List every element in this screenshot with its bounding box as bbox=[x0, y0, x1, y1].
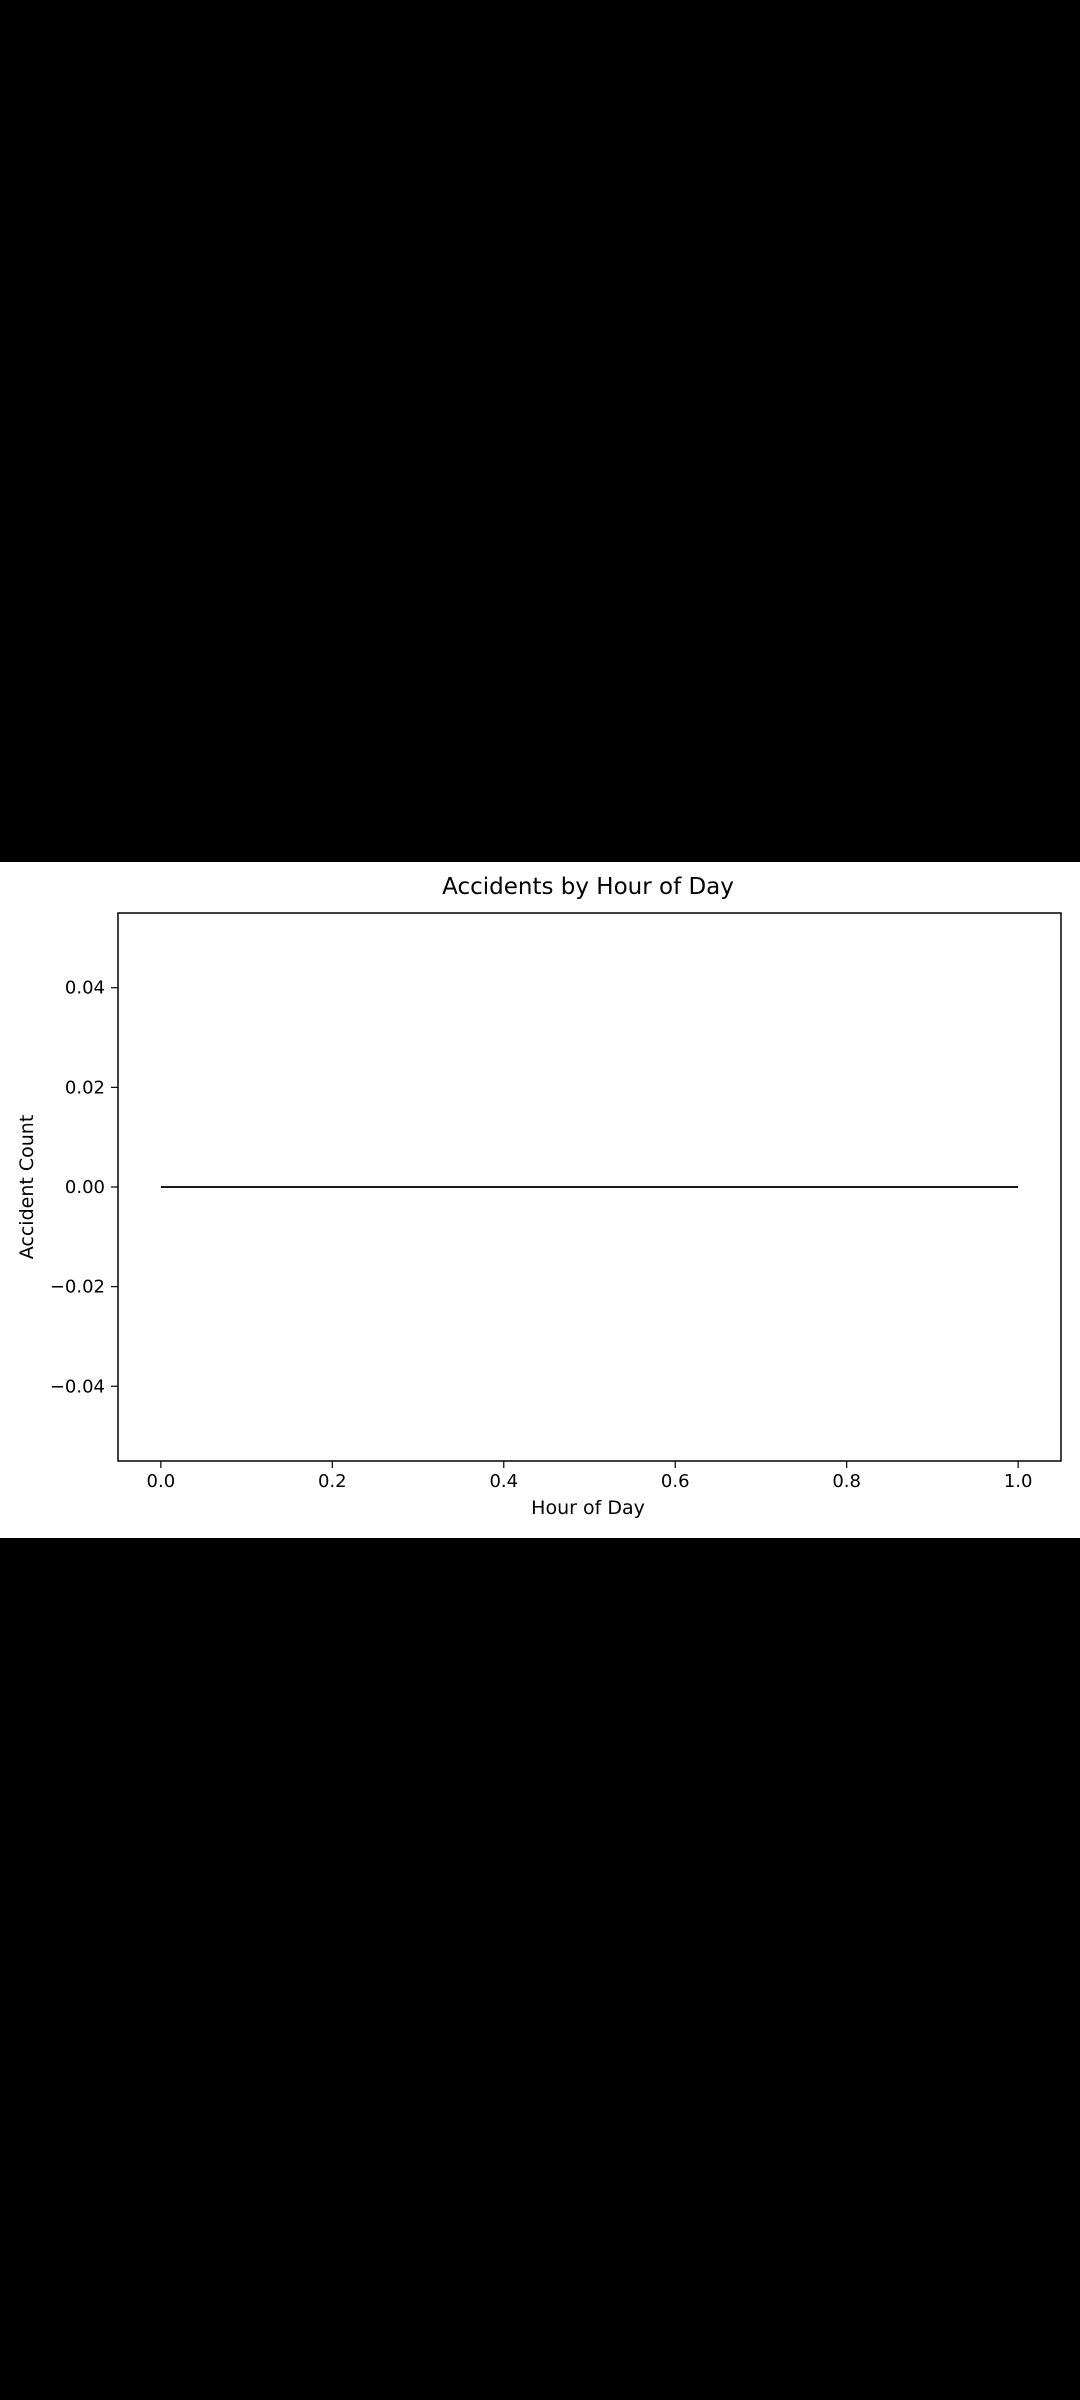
y-axis-label: Accident Count bbox=[16, 1115, 38, 1260]
y-tick-label: 0.00 bbox=[65, 1177, 105, 1198]
x-axis-label: Hour of Day bbox=[531, 1497, 645, 1519]
x-tick-label: 0.2 bbox=[318, 1471, 347, 1492]
y-tick-label: −0.04 bbox=[50, 1376, 105, 1397]
x-tick-label: 0.0 bbox=[147, 1471, 176, 1492]
y-tick-label: 0.04 bbox=[65, 978, 105, 999]
chart-figure: Accidents by Hour of Day 0.0 0.2 0.4 0.6 0.8… bbox=[0, 862, 1080, 1538]
x-tick-label: 0.4 bbox=[489, 1471, 518, 1492]
x-tick-label: 0.6 bbox=[661, 1471, 690, 1492]
chart-title: Accidents by Hour of Day bbox=[442, 874, 734, 900]
x-tick-label: 1.0 bbox=[1004, 1471, 1033, 1492]
y-tick-label: 0.02 bbox=[65, 1077, 105, 1098]
x-tick-label: 0.8 bbox=[832, 1471, 861, 1492]
line-chart: Accidents by Hour of Day 0.0 0.2 0.4 0.6 0.8… bbox=[16, 874, 1062, 1519]
y-axis: −0.04 −0.02 0.00 0.02 0.04 bbox=[50, 978, 118, 1397]
y-tick-label: −0.02 bbox=[50, 1277, 105, 1298]
x-axis: 0.0 0.2 0.4 0.6 0.8 1.0 bbox=[147, 1461, 1033, 1492]
